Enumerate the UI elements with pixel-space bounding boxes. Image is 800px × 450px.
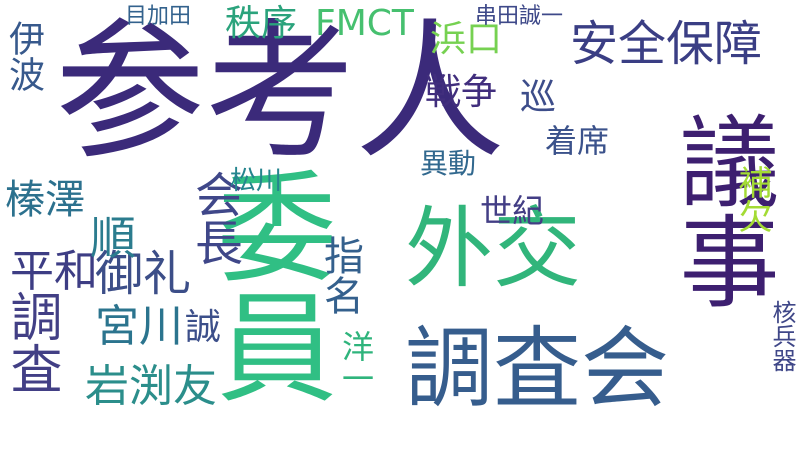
cloud-word: 議事 [662, 110, 779, 310]
cloud-word: 外交 [405, 197, 582, 300]
cloud-word: 委員 [196, 165, 335, 405]
cloud-word: 世紀 [480, 192, 545, 230]
cloud-word: 順 [90, 211, 136, 265]
cloud-word: 伊波 [3, 20, 44, 92]
cloud-word: 岩渕友 [85, 361, 217, 412]
cloud-word: 宮川 [95, 301, 183, 352]
cloud-word: 秩序 [225, 3, 298, 44]
cloud-word: FMCT [315, 3, 414, 44]
cloud-word: 補欠 [732, 165, 772, 233]
cloud-word: 異動 [420, 147, 477, 180]
cloud-word: 榛澤 [5, 177, 85, 223]
cloud-word: 戦争 [425, 72, 498, 113]
cloud-word: 調査会 [405, 317, 670, 420]
cloud-word: 巡 [520, 77, 557, 118]
cloud-word: 参考人 [55, 6, 506, 180]
cloud-word: 御礼 [95, 246, 192, 302]
cloud-word: 安全保障 [570, 16, 763, 72]
cloud-word: 核兵器 [768, 300, 796, 372]
cloud-word: 串田誠一 [475, 4, 564, 29]
cloud-word: 平和 [10, 246, 98, 297]
cloud-word: 指名 [317, 235, 363, 315]
cloud-word: 調査 [1, 290, 61, 394]
cloud-word: 洋一 [337, 330, 375, 394]
cloud-word: 浜口 [430, 19, 503, 60]
cloud-word: 誠 [185, 307, 222, 348]
cloud-word: 会長 [186, 170, 242, 266]
cloud-word: 着席 [545, 122, 610, 160]
cloud-word: 目加田 [125, 4, 192, 29]
cloud-word: 松川 [230, 166, 283, 196]
